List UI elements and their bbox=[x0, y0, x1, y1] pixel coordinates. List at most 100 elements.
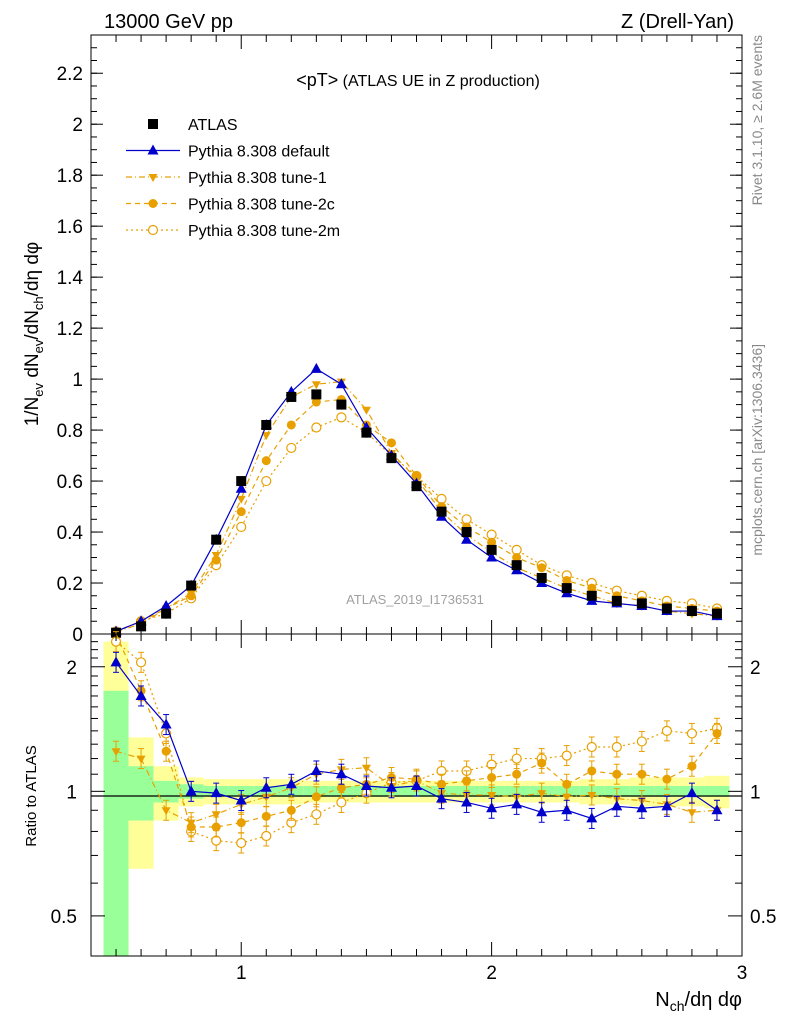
ratio-point-tune1 bbox=[186, 819, 196, 828]
ratio-point-tune2c bbox=[311, 792, 321, 802]
ratio-point-tune2c bbox=[712, 728, 722, 738]
point-data bbox=[461, 527, 472, 538]
ratio-y-ticks: 0.5 0.5 1 1 2 2 bbox=[51, 641, 776, 928]
ratio-point-tune2m bbox=[661, 725, 672, 736]
point-tune2m bbox=[236, 521, 247, 533]
ratio-point-default bbox=[310, 764, 322, 775]
atlas-band-inner bbox=[153, 780, 179, 803]
ratio-point-default bbox=[411, 780, 422, 791]
ratio-point-default bbox=[686, 787, 698, 798]
x-tick-label: 3 bbox=[737, 963, 748, 984]
ratio-point-tune2c bbox=[236, 818, 246, 828]
legend-label: Pythia 8.308 default bbox=[188, 144, 330, 161]
ratio-point-tune2c bbox=[587, 766, 597, 776]
ratio-point-tune2c bbox=[537, 758, 547, 768]
ratio-x-ticks: 1 2 3 bbox=[115, 634, 748, 984]
point-tune2c bbox=[587, 583, 597, 593]
point-data bbox=[411, 481, 422, 492]
point-tune1 bbox=[236, 495, 246, 504]
ratio-point-tune2m bbox=[135, 657, 147, 668]
top-y-tick-label: 1.4 bbox=[57, 268, 84, 289]
point-tune2c bbox=[537, 563, 547, 573]
ratio-point-tune1 bbox=[111, 748, 121, 757]
legend-entry: Pythia 8.308 tune-2c bbox=[126, 197, 335, 214]
ratio-point-default bbox=[335, 768, 347, 779]
header-process-label: Z (Drell-Yan) bbox=[621, 11, 734, 33]
point-data bbox=[686, 606, 697, 617]
x-tick-label: 1 bbox=[236, 963, 247, 984]
top-y-tick-label: 2 bbox=[72, 115, 83, 136]
point-data bbox=[286, 391, 297, 402]
ratio-point-tune2m bbox=[586, 741, 597, 753]
ratio-y-tick-label-right: 2 bbox=[750, 658, 761, 679]
ratio-y-axis-label: Ratio to ATLAS bbox=[23, 745, 40, 846]
ratio-point-tune1 bbox=[361, 764, 371, 773]
ratio-series-tune2m bbox=[110, 631, 723, 854]
point-default bbox=[335, 378, 347, 389]
legend-label: Pythia 8.308 tune-1 bbox=[188, 170, 327, 187]
point-data bbox=[486, 544, 497, 555]
ratio-point-default bbox=[135, 689, 147, 700]
ratio-point-tune1 bbox=[687, 809, 697, 818]
top-y-tick-label: 0.8 bbox=[57, 421, 83, 442]
legend-marker bbox=[148, 174, 158, 182]
top-y-tick-label: 0.6 bbox=[57, 472, 83, 493]
legend-marker bbox=[148, 199, 158, 208]
ratio-point-default bbox=[661, 800, 673, 811]
plot-title: <pT> (ATLAS UE in Z production) bbox=[296, 70, 540, 90]
point-data bbox=[586, 590, 597, 601]
ratio-y-tick-label: 1 bbox=[66, 782, 77, 803]
legend-entry: Pythia 8.308 tune-2m bbox=[126, 223, 340, 240]
point-data bbox=[711, 608, 722, 619]
point-tune2m bbox=[311, 422, 322, 433]
point-tune2m bbox=[286, 442, 297, 454]
point-data bbox=[311, 389, 322, 400]
ratio-point-tune2c bbox=[462, 776, 472, 786]
top-y-tick-label: 1.6 bbox=[57, 217, 83, 238]
x-tick-label: 2 bbox=[486, 963, 497, 984]
ratio-series-tune2c bbox=[115, 633, 722, 838]
ratio-point-tune2m bbox=[336, 797, 347, 808]
point-data bbox=[261, 419, 272, 430]
ratio-point-tune2c bbox=[286, 805, 296, 815]
top-y-ticks: 0 0.2 0.4 0.6 0.8 1 1.2 1.4 1.6 1.8 2 2.2 bbox=[57, 47, 742, 646]
point-tune2c bbox=[286, 420, 296, 430]
top-y-tick-label: 0.4 bbox=[57, 523, 84, 544]
point-data bbox=[336, 399, 347, 410]
legend-marker bbox=[147, 224, 159, 236]
point-default bbox=[160, 599, 172, 610]
point-data bbox=[636, 598, 647, 609]
ratio-point-tune2m bbox=[686, 728, 698, 739]
legend-label: Pythia 8.308 tune-2m bbox=[188, 223, 340, 240]
top-y-axis-label: 1/Nev dNev/dNch/dη dφ bbox=[22, 242, 46, 427]
point-tune2c bbox=[562, 575, 572, 585]
legend-entry: ATLAS bbox=[148, 117, 238, 134]
ratio-point-default bbox=[461, 796, 473, 807]
ratio-point-default bbox=[561, 804, 573, 815]
ratio-point-default bbox=[160, 718, 172, 729]
ratio-point-tune2c bbox=[336, 783, 346, 793]
legend-marker bbox=[148, 119, 158, 129]
point-data bbox=[611, 595, 622, 606]
point-data bbox=[436, 506, 447, 517]
ratio-point-tune1 bbox=[136, 755, 146, 764]
top-y-tick-label: 1 bbox=[72, 370, 83, 391]
ratio-point-tune2m bbox=[236, 837, 247, 849]
analysis-watermark: ATLAS_2019_I1736531 bbox=[346, 592, 484, 607]
ratio-point-tune1 bbox=[487, 791, 497, 800]
legend-entry: Pythia 8.308 default bbox=[126, 144, 330, 161]
ratio-y-tick-label: 2 bbox=[66, 658, 77, 679]
ratio-point-default bbox=[285, 778, 297, 789]
point-tune1 bbox=[311, 381, 321, 390]
ratio-point-default bbox=[360, 780, 372, 791]
ratio-point-tune2m bbox=[311, 809, 322, 820]
ratio-point-default bbox=[536, 806, 548, 817]
ratio-point-tune2m bbox=[561, 750, 572, 761]
atlas-band-inner bbox=[654, 786, 680, 797]
point-data bbox=[186, 580, 197, 591]
ratio-point-tune1 bbox=[161, 807, 171, 816]
top-panel: 0 0.2 0.4 0.6 0.8 1 1.2 1.4 1.6 1.8 2 2.2 <pT> (ATL… bbox=[57, 34, 743, 646]
legend-entry: Pythia 8.308 tune-1 bbox=[126, 170, 327, 187]
ratio-panel: 0.5 0.5 1 1 2 2 1 2 3 bbox=[51, 631, 776, 984]
